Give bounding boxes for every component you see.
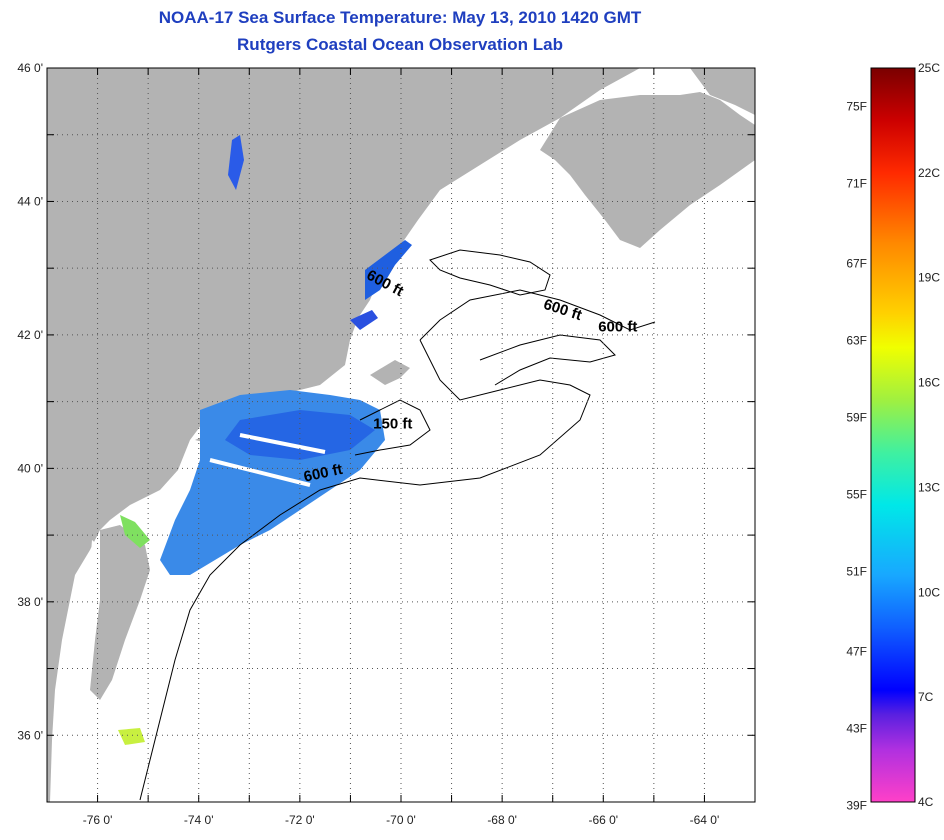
colorbar-label-f: 55F [846,487,867,501]
colorbar-label-c: 16C [918,376,940,390]
swath-gap-2 [209,458,311,487]
colorbar-label-c: 7C [918,690,934,704]
lat-tick-label: 46 0' [17,61,43,75]
land-cape-breton [690,68,755,115]
lon-tick-label: -70 0' [386,813,416,827]
lat-tick-label: 40 0' [17,461,43,475]
swath-gap-1 [239,433,326,454]
sst-patch-hatteras [118,728,145,745]
lat-tick-label: 36 0' [17,728,43,742]
colorbar-label-c: 10C [918,585,940,599]
colorbar-label-f: 75F [846,99,867,113]
lon-tick-label: -76 0' [83,813,113,827]
colorbar-label-f: 63F [846,334,867,348]
land-mainland [47,68,640,802]
sst-patch-gulf-of-maine [365,240,412,300]
colorbar-label-f: 47F [846,645,867,659]
sst-patch-lake [228,135,244,190]
colorbar-label-f: 39F [846,798,867,812]
contour-600ft-shelf [139,339,591,801]
colorbar-label-c: 22C [918,166,940,180]
colorbar-label-f: 59F [846,411,867,425]
contour-gulf-inner [429,249,551,296]
map-subtitle: Rutgers Coastal Ocean Observation Lab [237,35,563,54]
chesapeake-bay [76,540,98,690]
sst-patch-nj-coast [120,515,150,548]
land-delmarva [90,525,150,700]
color-scale-labels: 75F 71F 67F 63F 59F 55F 51F 47F 43F 39F 25C 22C 19C 1… [846,61,940,812]
lon-tick-label: -64 0' [690,813,720,827]
lat-tick-label: 44 0' [17,194,43,208]
colorbar-label-c: 4C [918,795,934,809]
lat-tick-label: 42 0' [17,328,43,342]
colorbar-label-c: 19C [918,271,940,285]
axis-labels: -76 0' -74 0' -72 0' -70 0' -68 0' -66 0' -64 … [17,61,719,827]
lon-tick-label: -72 0' [285,813,315,827]
colorbar-label-f: 67F [846,257,867,271]
colorbar-label-f: 51F [846,564,867,578]
land-cape-cod [370,360,410,385]
colorbar-label-f: 71F [846,176,867,190]
lon-tick-label: -74 0' [184,813,214,827]
color-scale-bar [870,67,916,803]
sst-patch-gulf-of-maine-2 [350,310,378,330]
axis-ticks [46,67,756,803]
contour-150ft [354,399,431,456]
land-nova-scotia [540,92,755,248]
colorbar-label-f: 43F [846,722,867,736]
lat-tick-label: 38 0' [17,595,43,609]
lon-tick-label: -66 0' [588,813,618,827]
colorbar-label-c: 25C [918,61,940,75]
contour-label: 150 ft [373,415,412,432]
map-title: NOAA-17 Sea Surface Temperature: May 13,… [158,8,642,27]
contour-600ft-gulf [419,289,656,341]
contour-600ft-georges [479,334,616,386]
sst-patch-shelf-cold [225,410,375,460]
lon-tick-label: -68 0' [487,813,517,827]
contour-label: 600 ft [598,319,637,336]
graticule [47,68,755,802]
colorbar-label-c: 13C [918,480,940,494]
